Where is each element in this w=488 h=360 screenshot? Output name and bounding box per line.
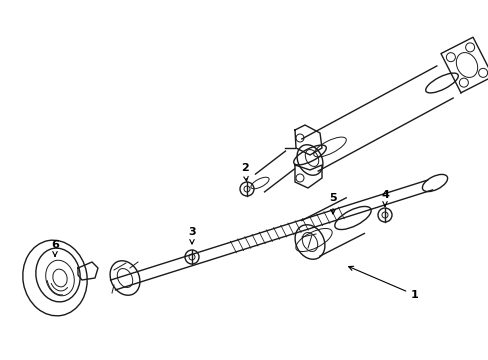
Text: 1: 1 — [348, 266, 418, 300]
Text: 5: 5 — [328, 193, 336, 214]
Text: 6: 6 — [51, 240, 59, 256]
Text: 3: 3 — [188, 227, 195, 244]
Text: 2: 2 — [241, 163, 248, 181]
Text: 4: 4 — [380, 190, 388, 206]
